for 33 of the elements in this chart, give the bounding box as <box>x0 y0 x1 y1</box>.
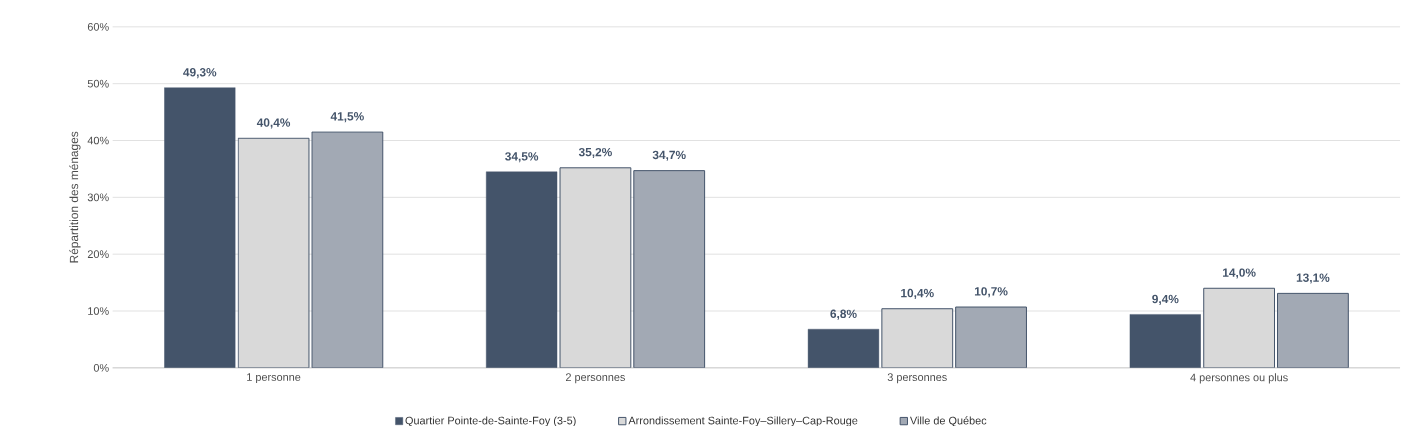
x-tick-label: 2 personnes <box>565 373 625 384</box>
bar <box>559 167 632 369</box>
y-tick-label: 20% <box>87 250 109 259</box>
x-tick-label: 1 personne <box>247 373 301 384</box>
bar <box>633 170 706 369</box>
data-label: 6,8% <box>830 309 857 320</box>
bar <box>1277 293 1349 369</box>
legend-label: Ville de Québec <box>910 416 987 426</box>
y-tick-label: 30% <box>87 193 109 202</box>
data-label: 10,4% <box>901 289 934 300</box>
y-tick-label: 50% <box>87 80 109 88</box>
data-label: 10,7% <box>974 287 1008 298</box>
y-axis-title: Répartition des ménages <box>69 131 81 263</box>
y-tick-label: 0% <box>93 364 109 372</box>
data-label: 13,1% <box>1296 273 1330 284</box>
bar <box>237 137 310 369</box>
y-tick-label: 60% <box>87 23 109 31</box>
data-label: 40,4% <box>256 118 291 129</box>
x-tick-label: 3 personnes <box>887 373 947 384</box>
data-label: 41,5% <box>330 112 364 123</box>
y-tick-label: 10% <box>88 307 109 316</box>
bar <box>1203 288 1276 369</box>
bar <box>955 306 1027 369</box>
y-tick-label: 40% <box>87 136 109 145</box>
data-label: 14,0% <box>1223 268 1256 279</box>
bar <box>881 308 954 369</box>
data-label: 35,2% <box>578 148 612 159</box>
data-label: 49,3% <box>183 68 217 79</box>
bar <box>311 131 384 369</box>
x-tick-label: 4 personnes ou plus <box>1190 373 1288 384</box>
data-label: 9,4% <box>1152 295 1179 306</box>
data-label: 34,5% <box>505 152 539 163</box>
data-label: 34,7% <box>652 150 686 162</box>
